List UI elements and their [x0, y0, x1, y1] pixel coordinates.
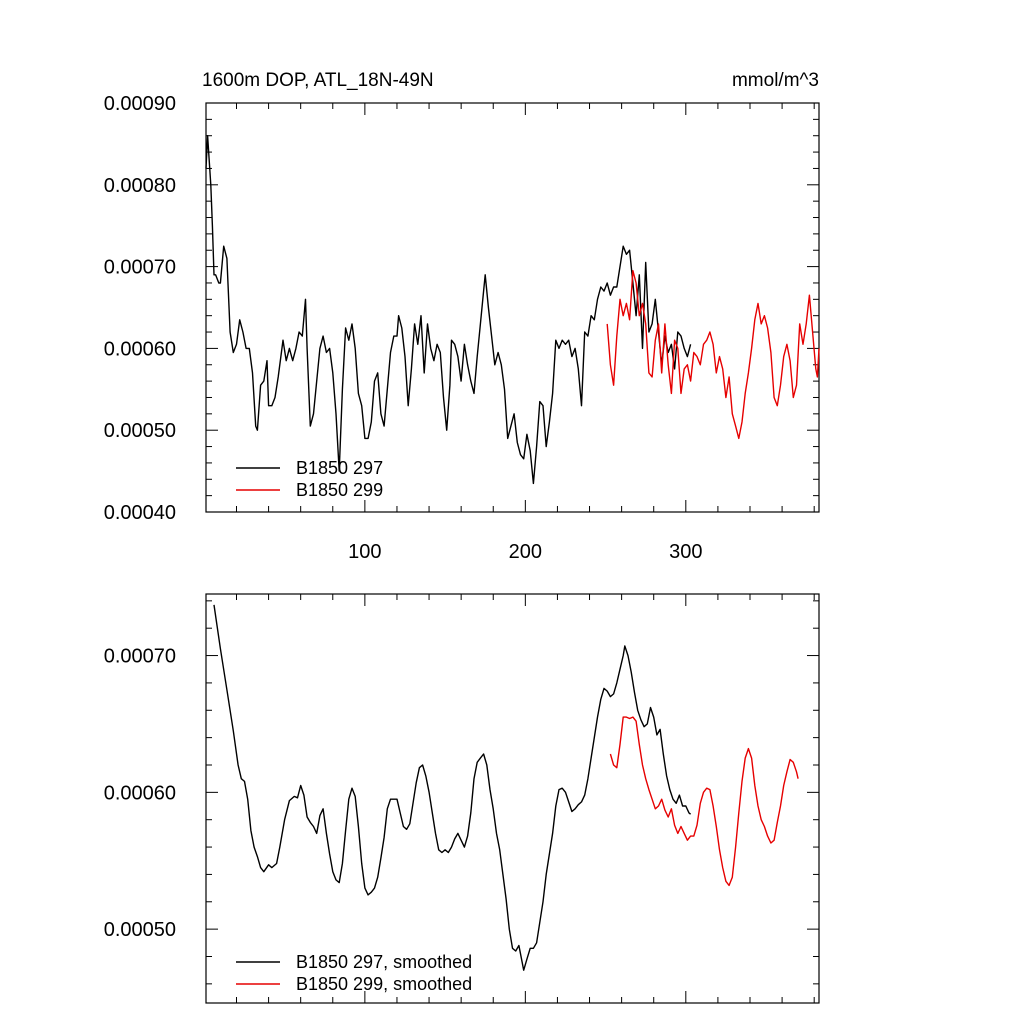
y-tick-label: 0.00060 [104, 338, 176, 360]
legend-label: B1850 299 [296, 480, 383, 500]
y-tick-label: 0.00050 [104, 420, 176, 442]
chart-title: 1600m DOP, ATL_18N-49N [202, 70, 434, 91]
y-tick-label: 0.00040 [104, 502, 176, 524]
x-tick-label: 200 [509, 541, 542, 563]
legend-label: B1850 299, smoothed [296, 974, 472, 994]
legend-label: B1850 297, smoothed [296, 952, 472, 972]
units-label: mmol/m^3 [732, 70, 819, 91]
y-tick-label: 0.00080 [104, 175, 176, 197]
legend-label: B1850 297 [296, 458, 383, 478]
y-tick-label: 0.00070 [104, 646, 176, 668]
top-panel: 100 200 300 0.00040 0.00050 0.00060 0.00070 0.0… [104, 70, 820, 563]
x-tick-label: 100 [348, 541, 381, 563]
y-tick-label: 0.00090 [104, 93, 176, 115]
x-tick-label: 300 [669, 541, 702, 563]
series-line-297 [205, 135, 692, 485]
plot-frame [205, 593, 820, 1004]
bottom-panel: 0.00050 0.00060 0.00070 B1850 297, smoothed… [104, 593, 820, 1004]
y-tick-label: 0.00060 [104, 782, 176, 804]
y-tick-label: 0.00070 [104, 257, 176, 279]
series-line-299 [606, 270, 820, 440]
series-line-299 [609, 716, 799, 887]
y-tick-label: 0.00050 [104, 919, 176, 941]
plot-frame [205, 102, 820, 513]
series-line-297 [213, 604, 692, 971]
